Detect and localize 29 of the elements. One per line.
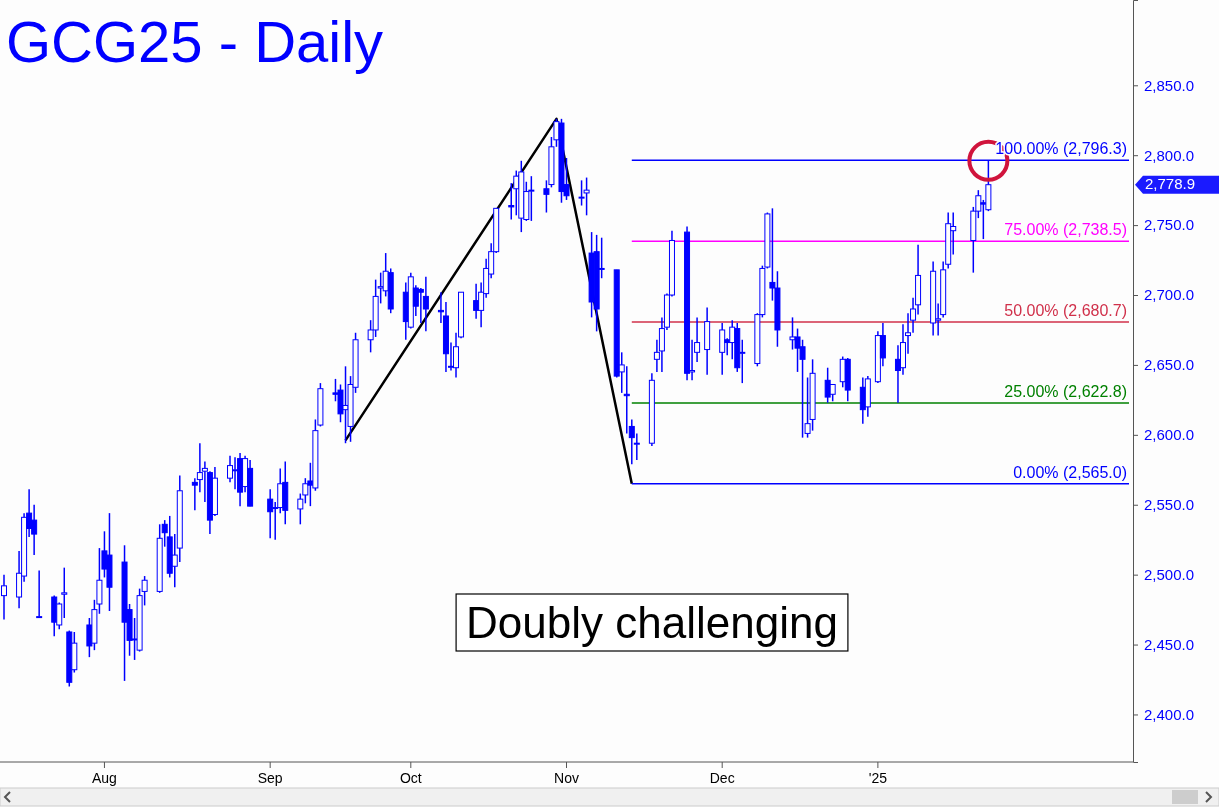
x-tick-label: Sep [257,770,283,786]
x-tick-label: Oct [399,770,422,786]
series-label: 50.00% (2,680.7) [1004,302,1127,319]
candlestick [719,322,726,376]
series-label: 0.00% (2,565.0) [1013,463,1127,481]
x-tick-label: Aug [91,770,117,786]
y-tick-label: 2,400.0 [1144,705,1195,723]
x-tick-label: Dec [709,770,735,786]
y-tick-label: 2,850.0 [1144,76,1195,94]
y-tick-label: 2,450.0 [1144,635,1195,653]
y-tick-label: 2,750.0 [1144,216,1195,234]
annotation: Doubly challenging [466,598,838,647]
candlestick [36,569,43,619]
series-label: 25.00% (2,622.8) [1004,382,1127,400]
text: 2,778.9 [1145,174,1196,192]
candlestick [61,566,68,619]
candlestick [1,573,7,621]
chart-title: GCG25 - Daily [6,9,384,74]
series-label: 75.00% (2,738.5) [1004,221,1127,239]
y-tick-label: 2,700.0 [1144,286,1195,304]
y-tick-label: 2,600.0 [1144,426,1195,444]
y-tick-label: 2,800.0 [1144,146,1195,164]
y-tick-label: 2,550.0 [1144,496,1195,514]
candlestick [267,488,274,540]
x-tick-label: Nov [554,770,579,786]
x-tick-label: '25 [868,770,888,786]
y-tick-label: 2,500.0 [1144,565,1195,583]
y-tick-label: 2,650.0 [1144,356,1195,374]
candlestick [422,276,429,333]
